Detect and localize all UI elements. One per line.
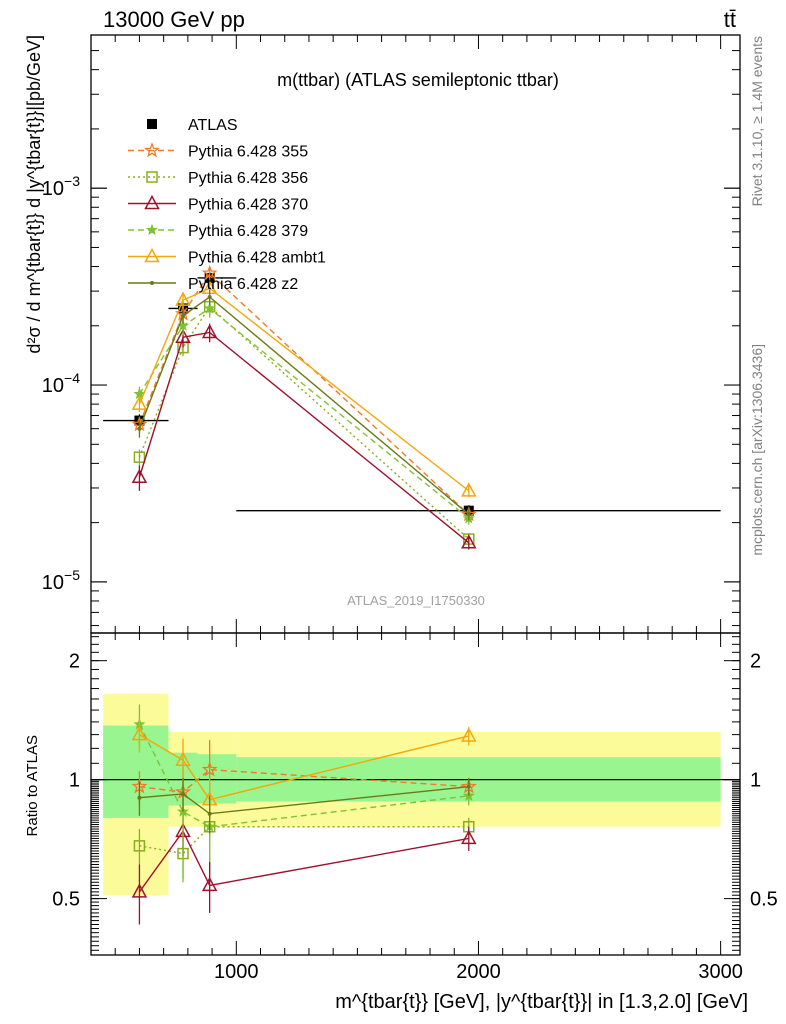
main-point xyxy=(181,313,186,318)
y-tick-label: 10−3 xyxy=(42,173,80,200)
main-series-4 xyxy=(133,300,475,525)
main-series-5 xyxy=(131,279,477,497)
side-label-bottom: mcplots.cern.ch [arXiv:1306.3436] xyxy=(749,344,765,556)
legend-label: Pythia 6.428 370 xyxy=(188,197,308,214)
main-point xyxy=(461,482,477,497)
ratio-panel-series xyxy=(131,704,477,925)
main-point xyxy=(461,534,477,549)
header-right: tt̄ xyxy=(724,7,736,32)
ratio-series-line-2 xyxy=(138,829,469,893)
main-point xyxy=(466,512,471,517)
legend-marker xyxy=(150,281,154,285)
y-tick-label: 2 xyxy=(69,651,80,673)
chart-title: m(ttbar) (ATLAS semileptonic ttbar) xyxy=(277,70,559,90)
y-tick-label: 10−5 xyxy=(42,567,80,594)
ratio-series-line-1 xyxy=(139,826,469,855)
main-panel-series xyxy=(103,264,721,550)
main-series-line-2 xyxy=(138,305,470,540)
y-tick-label-right: 2 xyxy=(750,651,761,673)
ratio-point xyxy=(466,784,471,789)
x-tick-label: 2000 xyxy=(456,961,501,983)
ratio-series-line-3 xyxy=(138,724,469,828)
main-point xyxy=(131,468,148,484)
ratio-point xyxy=(201,876,218,892)
ratio-point xyxy=(201,761,218,777)
y-tick-label-right: 0.5 xyxy=(750,889,778,911)
main-point xyxy=(201,323,218,339)
ratio-point xyxy=(131,726,148,741)
legend-label: Pythia 6.428 355 xyxy=(188,144,308,161)
legend-marker xyxy=(144,247,160,263)
legend: ATLAS Pythia 6.428 355 Pythia 6.428 356 Pyt… xyxy=(128,117,326,293)
legend-entry-4: Pythia 6.428 379 xyxy=(128,223,308,240)
y-tick-label: 10−4 xyxy=(42,370,80,397)
x-tick-label: 3000 xyxy=(698,961,743,983)
ratio-series-line-4 xyxy=(139,734,469,801)
main-y-axis-label: d²σ / d m^{tbar{t}} d |y^{tbar{t}}|[pb/G… xyxy=(24,35,44,354)
ratio-series-5 xyxy=(137,777,471,834)
main-series-0 xyxy=(103,272,721,517)
legend-entry-0: ATLAS xyxy=(147,117,238,134)
ratio-point xyxy=(175,751,191,766)
legend-entry-6: Pythia 6.428 z2 xyxy=(128,276,298,293)
main-series-3 xyxy=(131,323,477,550)
side-label-top: Rivet 3.1.10, ≥ 1.4M events xyxy=(749,36,765,206)
ratio-panel-bands xyxy=(103,693,721,896)
legend-label: Pythia 6.428 379 xyxy=(188,223,308,240)
legend-marker xyxy=(145,223,159,236)
ratio-point xyxy=(133,840,146,852)
legend-marker xyxy=(146,171,158,183)
main-panel-ticks: 10−5 10−4 10−3 xyxy=(42,34,740,633)
legend-marker xyxy=(144,194,160,210)
ratio-y-axis-label: Ratio to ATLAS xyxy=(24,735,41,836)
ratio-point xyxy=(131,883,148,898)
legend-marker xyxy=(144,142,160,158)
main-series-6 xyxy=(137,289,471,521)
ratio-series-line-5 xyxy=(139,785,469,815)
legend-marker xyxy=(147,119,157,129)
main-point xyxy=(137,426,142,431)
ratio-point xyxy=(207,811,212,816)
y-tick-label: 1 xyxy=(69,770,80,792)
header-left: 13000 GeV pp xyxy=(103,7,245,32)
band-inner-2 xyxy=(197,754,237,804)
ratio-point xyxy=(181,791,186,796)
watermark: ATLAS_2019_I1750330 xyxy=(347,593,485,608)
main-series-line-6 xyxy=(138,296,470,516)
main-series-line-4 xyxy=(138,307,470,520)
main-point xyxy=(207,295,212,300)
y-tick-label: 0.5 xyxy=(52,889,80,911)
main-point xyxy=(175,291,191,306)
main-point xyxy=(175,328,191,343)
main-point xyxy=(201,264,218,280)
legend-label: Pythia 6.428 356 xyxy=(188,170,308,187)
main-point xyxy=(133,451,146,463)
main-series-line-5 xyxy=(138,287,470,492)
legend-label: Pythia 6.428 ambt1 xyxy=(188,250,326,267)
legend-entry-5: Pythia 6.428 ambt1 xyxy=(128,247,326,267)
ratio-point xyxy=(137,795,142,800)
legend-label: Pythia 6.428 z2 xyxy=(188,276,298,293)
x-tick-label: 1000 xyxy=(214,961,259,983)
band-inner-0 xyxy=(103,725,169,818)
legend-entry-3: Pythia 6.428 370 xyxy=(128,194,308,214)
main-point xyxy=(131,395,148,410)
x-axis-label: m^{tbar{t}} [GeV], |y^{tbar{t}}| in [1.3… xyxy=(335,991,748,1013)
ratio-point xyxy=(461,829,477,845)
y-tick-label-right: 1 xyxy=(750,770,761,792)
ratio-point xyxy=(461,727,477,742)
legend-entry-2: Pythia 6.428 356 xyxy=(128,170,308,187)
ratio-panel-ticks: 0.5 0.5 1 1 2 2 1000 2000 3000 xyxy=(52,633,778,983)
main-point xyxy=(203,302,216,314)
main-series-line-3 xyxy=(138,331,470,544)
legend-entry-1: Pythia 6.428 355 xyxy=(128,142,308,161)
legend-label: ATLAS xyxy=(188,117,238,134)
